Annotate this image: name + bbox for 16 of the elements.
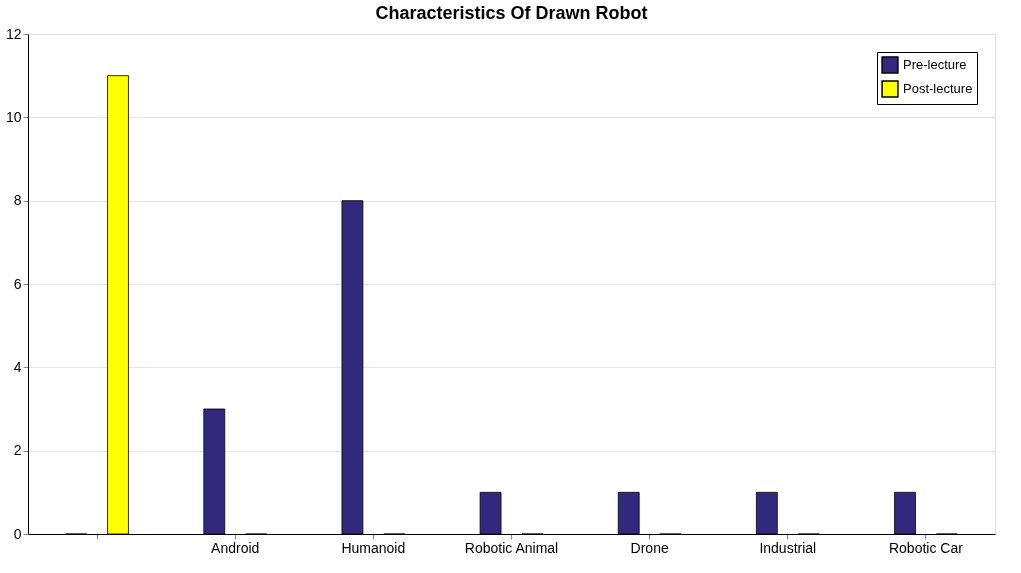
- legend-label: Pre-lecture: [903, 57, 967, 72]
- x-tick-label: Robotic Animal: [464, 539, 559, 556]
- x-tick-label: Android: [211, 539, 260, 556]
- y-tick-label: 10: [5, 108, 22, 125]
- x-tick-label: Drone: [630, 539, 669, 556]
- x-tick-label: Humanoid: [341, 539, 406, 556]
- y-tick-label: 12: [5, 25, 22, 42]
- chart-title: Characteristics Of Drawn Robot: [375, 3, 648, 23]
- y-tick-label: 2: [13, 442, 22, 459]
- y-tick-label: 4: [13, 358, 22, 375]
- x-tick-label: Industrial: [759, 539, 817, 556]
- y-tick-label: 6: [13, 275, 22, 292]
- y-tick-label: 0: [13, 525, 22, 542]
- y-tick-label: 8: [13, 192, 22, 209]
- x-tick-label: Robotic Car: [888, 539, 964, 556]
- legend-label: Post-lecture: [903, 81, 973, 96]
